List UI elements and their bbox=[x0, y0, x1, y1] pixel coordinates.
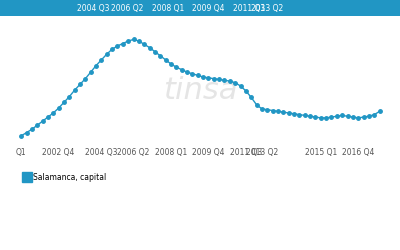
Text: 2011 Q3: 2011 Q3 bbox=[233, 4, 266, 13]
Text: 2009 Q4: 2009 Q4 bbox=[192, 4, 225, 13]
Text: 2006 Q2: 2006 Q2 bbox=[111, 4, 144, 13]
Text: tinsa: tinsa bbox=[163, 76, 238, 105]
Legend: Salamanca, capital: Salamanca, capital bbox=[20, 170, 110, 185]
Text: 2004 Q3: 2004 Q3 bbox=[76, 4, 109, 13]
Text: 2008 Q1: 2008 Q1 bbox=[152, 4, 184, 13]
Text: 2013 Q2: 2013 Q2 bbox=[250, 4, 283, 13]
